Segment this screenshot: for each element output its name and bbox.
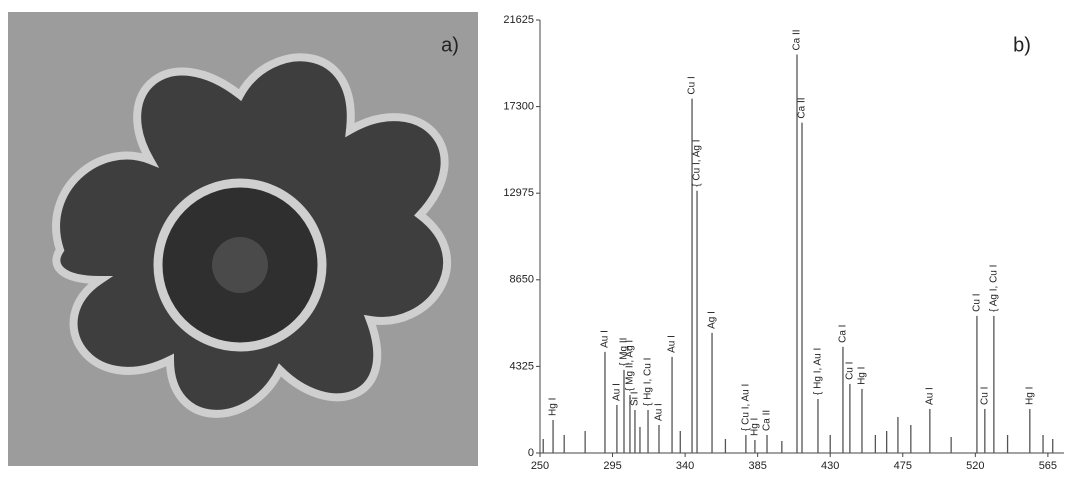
peak-label: Au I — [600, 330, 611, 348]
peak-label: Si I — [630, 391, 641, 405]
peak-label: { Mg II, Ag I — [625, 340, 636, 391]
peak-label: { Cu I, Au I — [741, 384, 752, 431]
peak-label: Ca II — [792, 29, 803, 50]
peak-label: Hg I — [750, 418, 761, 436]
x-tick-label: 475 — [894, 460, 912, 472]
brooch-core — [212, 237, 268, 293]
peak-label: Hg I — [1024, 387, 1035, 405]
photo: a) — [8, 12, 478, 466]
peak-label: Cu I — [972, 293, 983, 311]
x-tick-label: 340 — [676, 460, 694, 472]
panel-label: b) — [1013, 34, 1031, 56]
panel-label: a) — [441, 34, 459, 56]
y-tick-label: 0 — [528, 447, 534, 459]
y-tick-label: 8650 — [510, 274, 534, 286]
peak-label: { Ag I, Cu I — [989, 265, 1000, 312]
peak-label: Au I — [654, 403, 665, 421]
peak-label: Au I — [667, 335, 678, 353]
peak-label: Ag I — [707, 311, 718, 329]
peak-label: Hg I — [857, 367, 868, 385]
peak-label: Hg I — [548, 398, 559, 416]
x-tick-label: 250 — [531, 460, 549, 472]
y-tick-label: 21625 — [503, 14, 534, 26]
x-tick-label: 385 — [748, 460, 766, 472]
x-tick-label: 295 — [603, 460, 621, 472]
peak-label: Ca II — [762, 410, 773, 431]
peak-label: Au I — [924, 387, 935, 405]
peak-label: { Mg II — [619, 338, 630, 366]
y-tick-label: 12975 — [503, 187, 534, 199]
peak-label: { Hg I, Au I — [813, 348, 824, 395]
peak-label: Au I — [612, 383, 623, 401]
peak-label: { Hg I, Cu I — [643, 358, 654, 406]
peak-label: Cu I — [979, 387, 990, 405]
y-tick-label: 4325 — [510, 360, 534, 372]
peak-label: Ca I — [838, 325, 849, 343]
y-tick-label: 17300 — [503, 101, 534, 113]
peak-label: Ca II — [797, 97, 808, 118]
peak-label: Cu I — [845, 362, 856, 380]
peak-label: Cu I — [687, 76, 698, 94]
x-tick-label: 430 — [821, 460, 839, 472]
x-tick-label: 520 — [966, 460, 984, 472]
peak-label: { Cu I, Ag I — [692, 139, 703, 186]
x-tick-label: 565 — [1039, 460, 1057, 472]
